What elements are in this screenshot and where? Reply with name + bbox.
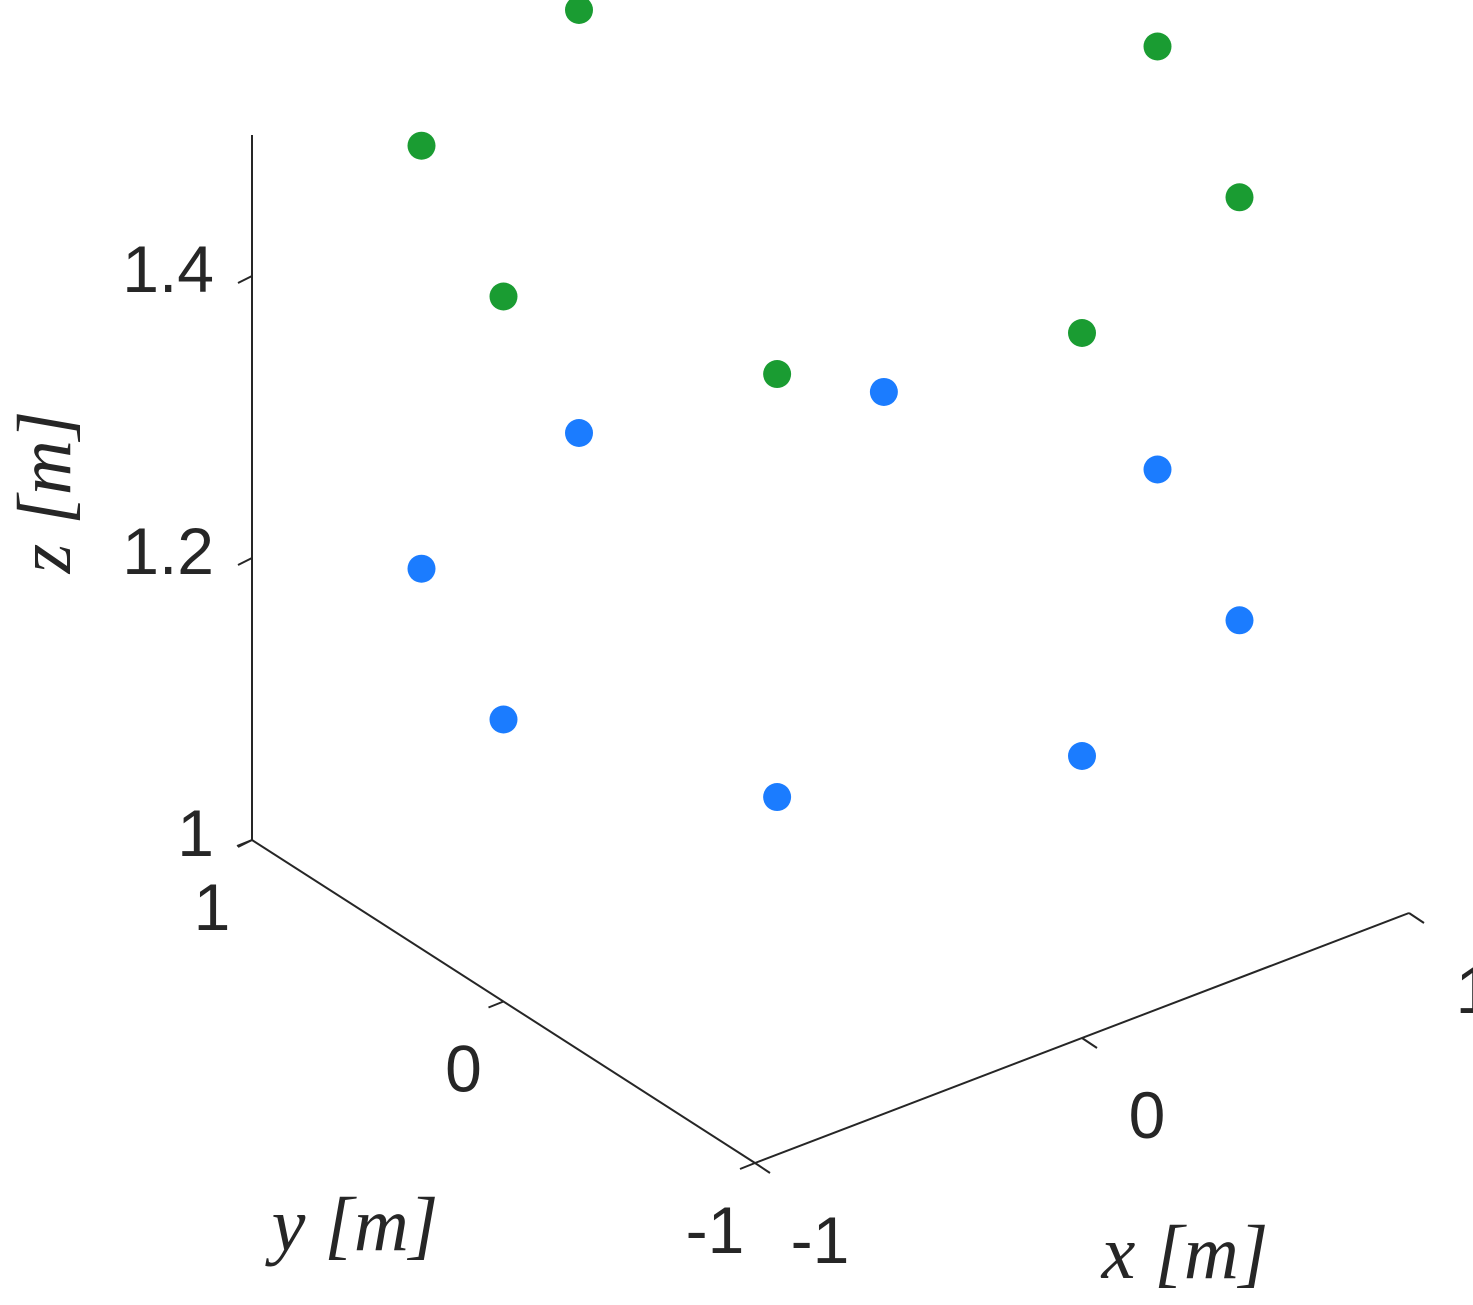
data-point (489, 705, 518, 734)
data-point (1068, 742, 1096, 770)
z-tick (237, 557, 253, 566)
data-point (1225, 183, 1254, 212)
z-tick-label: 1 (177, 796, 214, 870)
data-point (869, 377, 898, 406)
data-points (407, 0, 1254, 812)
data-point (763, 360, 792, 389)
data-point (1068, 319, 1096, 347)
data-point (565, 419, 593, 447)
data-point (407, 131, 436, 160)
x-tick (754, 1162, 771, 1174)
x-tick-label: 1 (1456, 953, 1473, 1027)
data-point (1143, 32, 1172, 61)
x-tick (1408, 912, 1425, 924)
y-tick (488, 1000, 504, 1009)
y-tick-label: 1 (194, 870, 231, 944)
y-axis-title: y [m] (265, 1183, 439, 1267)
data-point (763, 783, 792, 812)
x-tick (1081, 1037, 1098, 1049)
data-point (407, 554, 436, 583)
data-point (1225, 606, 1254, 635)
data-point (1143, 455, 1172, 484)
axis-ticks (236, 275, 1425, 1174)
data-point (565, 0, 593, 24)
y-tick (739, 1162, 756, 1170)
x-axis-title: x [m] (1101, 1211, 1269, 1295)
y-tick-label: -1 (686, 1193, 745, 1267)
x-tick-label: -1 (791, 1203, 850, 1277)
z-tick (237, 275, 253, 284)
z-axis-title: z [m] (3, 411, 87, 575)
y-tick-label: 0 (445, 1032, 482, 1106)
axes (251, 135, 1410, 1164)
z-tick-label: 1.4 (122, 232, 214, 306)
data-point (489, 282, 518, 311)
x-tick-label: 0 (1129, 1078, 1166, 1152)
z-tick (237, 839, 253, 848)
z-tick-label: 1.2 (122, 514, 214, 588)
